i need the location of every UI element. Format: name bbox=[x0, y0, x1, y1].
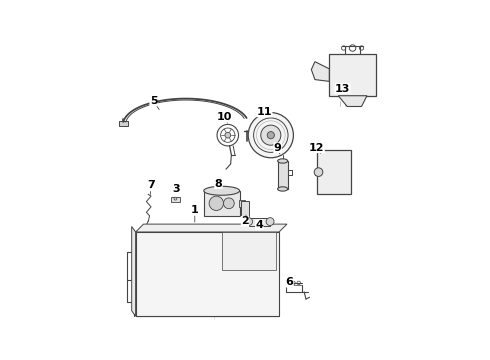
Polygon shape bbox=[338, 96, 367, 107]
Bar bbox=[239, 200, 245, 207]
Ellipse shape bbox=[204, 186, 240, 195]
Bar bbox=[278, 161, 288, 189]
Polygon shape bbox=[311, 62, 329, 81]
Ellipse shape bbox=[278, 159, 288, 163]
Text: 1: 1 bbox=[191, 206, 198, 216]
Text: 13: 13 bbox=[335, 84, 350, 94]
Text: 4: 4 bbox=[255, 220, 263, 230]
Circle shape bbox=[209, 196, 223, 211]
Circle shape bbox=[267, 132, 274, 139]
Bar bbox=[119, 121, 128, 126]
Text: 2: 2 bbox=[241, 216, 249, 226]
Text: 3: 3 bbox=[172, 184, 180, 194]
Bar bbox=[329, 54, 376, 96]
Text: 12: 12 bbox=[309, 143, 324, 153]
Circle shape bbox=[248, 113, 294, 158]
Text: 8: 8 bbox=[215, 179, 222, 189]
Bar bbox=[317, 149, 351, 194]
Text: 11: 11 bbox=[257, 107, 272, 117]
Polygon shape bbox=[136, 224, 287, 232]
Text: 5: 5 bbox=[150, 96, 157, 106]
Circle shape bbox=[266, 218, 274, 226]
Circle shape bbox=[225, 132, 231, 138]
Circle shape bbox=[223, 198, 234, 209]
Bar bbox=[136, 232, 279, 316]
Circle shape bbox=[314, 168, 323, 176]
Bar bbox=[248, 218, 270, 226]
Ellipse shape bbox=[278, 187, 288, 191]
Text: 6: 6 bbox=[286, 277, 294, 287]
Circle shape bbox=[261, 125, 281, 145]
Bar bbox=[221, 232, 276, 270]
Text: 10: 10 bbox=[217, 112, 232, 122]
Text: 9: 9 bbox=[274, 143, 282, 153]
Polygon shape bbox=[132, 226, 136, 316]
Circle shape bbox=[245, 218, 252, 226]
Text: 7: 7 bbox=[147, 180, 154, 190]
Bar bbox=[204, 191, 240, 216]
Circle shape bbox=[174, 197, 177, 200]
Bar bbox=[171, 197, 180, 202]
Bar bbox=[242, 201, 248, 220]
